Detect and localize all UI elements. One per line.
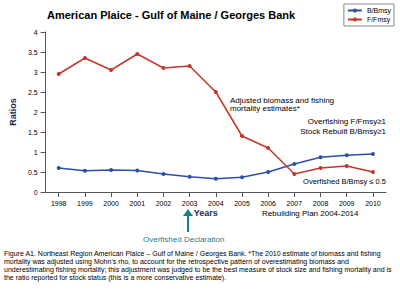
svg-text:2006: 2006 <box>260 200 276 207</box>
svg-text:1.5: 1.5 <box>28 129 38 136</box>
svg-text:2001: 2001 <box>129 200 145 207</box>
svg-text:American Plaice - Gulf of Main: American Plaice - Gulf of Maine / George… <box>47 9 296 21</box>
svg-text:2003: 2003 <box>182 200 198 207</box>
svg-text:2: 2 <box>34 109 38 116</box>
svg-text:2.5: 2.5 <box>28 89 38 96</box>
svg-text:3.5: 3.5 <box>28 49 38 56</box>
svg-text:F/Fmsy: F/Fmsy <box>367 16 391 24</box>
svg-text:1: 1 <box>34 149 38 156</box>
svg-text:Overfishing F/Fmsy≥1: Overfishing F/Fmsy≥1 <box>308 117 387 126</box>
svg-text:2004: 2004 <box>208 200 224 207</box>
svg-text:0: 0 <box>34 189 38 196</box>
svg-text:0.5: 0.5 <box>28 169 38 176</box>
svg-text:Ratios: Ratios <box>8 98 18 126</box>
svg-text:Adjusted biomass and fishing: Adjusted biomass and fishing <box>230 95 337 105</box>
svg-text:2010: 2010 <box>365 200 381 207</box>
svg-text:mortality estimates*: mortality estimates* <box>230 104 300 113</box>
svg-text:4: 4 <box>34 29 38 36</box>
svg-text:1999: 1999 <box>77 200 93 207</box>
svg-text:Overfished Declaration: Overfished Declaration <box>143 235 224 244</box>
svg-text:2002: 2002 <box>156 200 172 207</box>
html-text:Figure A1. Northeast Region Am: Figure A1. Northeast Region American Pla… <box>4 250 392 282</box>
svg-text:2008: 2008 <box>313 200 329 207</box>
svg-text:Rebuilding Plan 2004-2014: Rebuilding Plan 2004-2014 <box>262 209 359 218</box>
svg-text:3: 3 <box>34 69 38 76</box>
svg-text:2000: 2000 <box>103 200 119 207</box>
svg-text:Stock Rebuilt B/Bmsy≥1: Stock Rebuilt B/Bmsy≥1 <box>300 127 386 136</box>
svg-text:2009: 2009 <box>339 200 355 207</box>
svg-text:B/Bmsy: B/Bmsy <box>367 7 392 15</box>
svg-text:2007: 2007 <box>287 200 303 207</box>
svg-text:Overfished B/Bmsy ≤ 0.5: Overfished B/Bmsy ≤ 0.5 <box>303 177 386 186</box>
svg-text:1998: 1998 <box>51 200 67 207</box>
svg-text:2005: 2005 <box>234 200 250 207</box>
svg-text:Years: Years <box>194 208 218 218</box>
